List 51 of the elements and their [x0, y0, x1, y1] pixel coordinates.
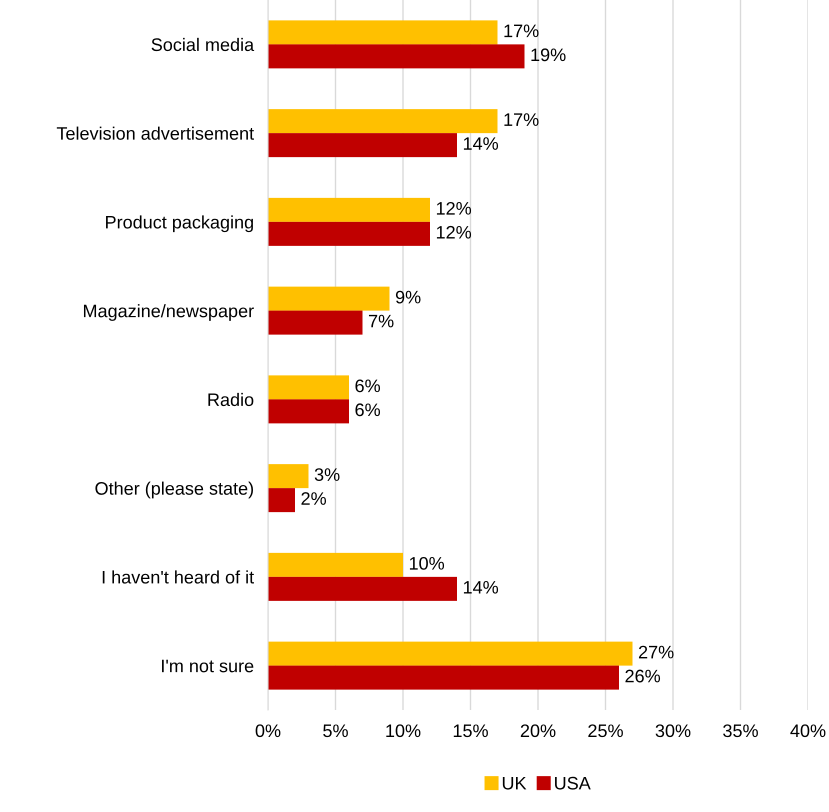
bar: [268, 20, 498, 44]
data-label: 27%: [638, 646, 674, 658]
y-tick-label: Television advertisement: [56, 126, 254, 140]
data-label: 6%: [355, 403, 380, 416]
data-label: 19%: [531, 48, 566, 62]
x-tick-label: 30%: [656, 724, 690, 738]
data-label: 26%: [625, 670, 660, 682]
x-tick-label: 10%: [386, 724, 420, 738]
bar: [268, 222, 430, 246]
data-label: 2%: [301, 492, 326, 505]
y-tick-label: Other (please state): [95, 482, 254, 498]
y-tick-label: I haven't heard of it: [102, 570, 254, 584]
x-tick-label: 5%: [323, 724, 348, 738]
bar: [268, 488, 295, 512]
data-label: 14%: [464, 580, 498, 594]
bar: [268, 133, 457, 158]
x-tick-label: 25%: [588, 724, 623, 738]
bar: [268, 666, 619, 690]
legend-label: USA: [555, 776, 591, 790]
data-label: 7%: [368, 314, 394, 328]
legend-label: UK: [502, 776, 526, 790]
y-tick-label: Social media: [152, 38, 254, 52]
x-tick-label: 0%: [256, 724, 280, 738]
bar: [268, 44, 524, 68]
data-label: 6%: [355, 379, 380, 392]
data-label: 17%: [504, 24, 539, 38]
x-tick-label: 15%: [454, 724, 488, 738]
bar: [268, 642, 632, 666]
bar: [268, 552, 403, 577]
y-tick-label: Magazine/newspaper: [84, 304, 254, 321]
bar: [268, 286, 390, 311]
data-label: 17%: [504, 113, 539, 126]
data-label: 3%: [314, 468, 340, 481]
data-label: 10%: [410, 556, 444, 570]
bar: [268, 399, 349, 424]
y-tick-label: Radio: [208, 392, 254, 406]
bar: [268, 375, 349, 400]
y-tick-label: Product packaging: [106, 215, 253, 232]
bar: [268, 310, 362, 335]
x-tick-label: 40%: [790, 724, 826, 738]
bar: [268, 464, 308, 488]
data-label: 14%: [464, 137, 498, 150]
x-tick-label: 20%: [520, 724, 556, 738]
data-label: 9%: [396, 290, 421, 304]
x-tick-label: 35%: [723, 724, 758, 738]
y-tick-label: I'm not sure: [162, 660, 254, 672]
data-label: 12%: [436, 202, 472, 215]
data-label: 12%: [436, 226, 472, 239]
bar: [268, 198, 430, 222]
bar: [268, 109, 498, 134]
bar: [268, 576, 457, 601]
